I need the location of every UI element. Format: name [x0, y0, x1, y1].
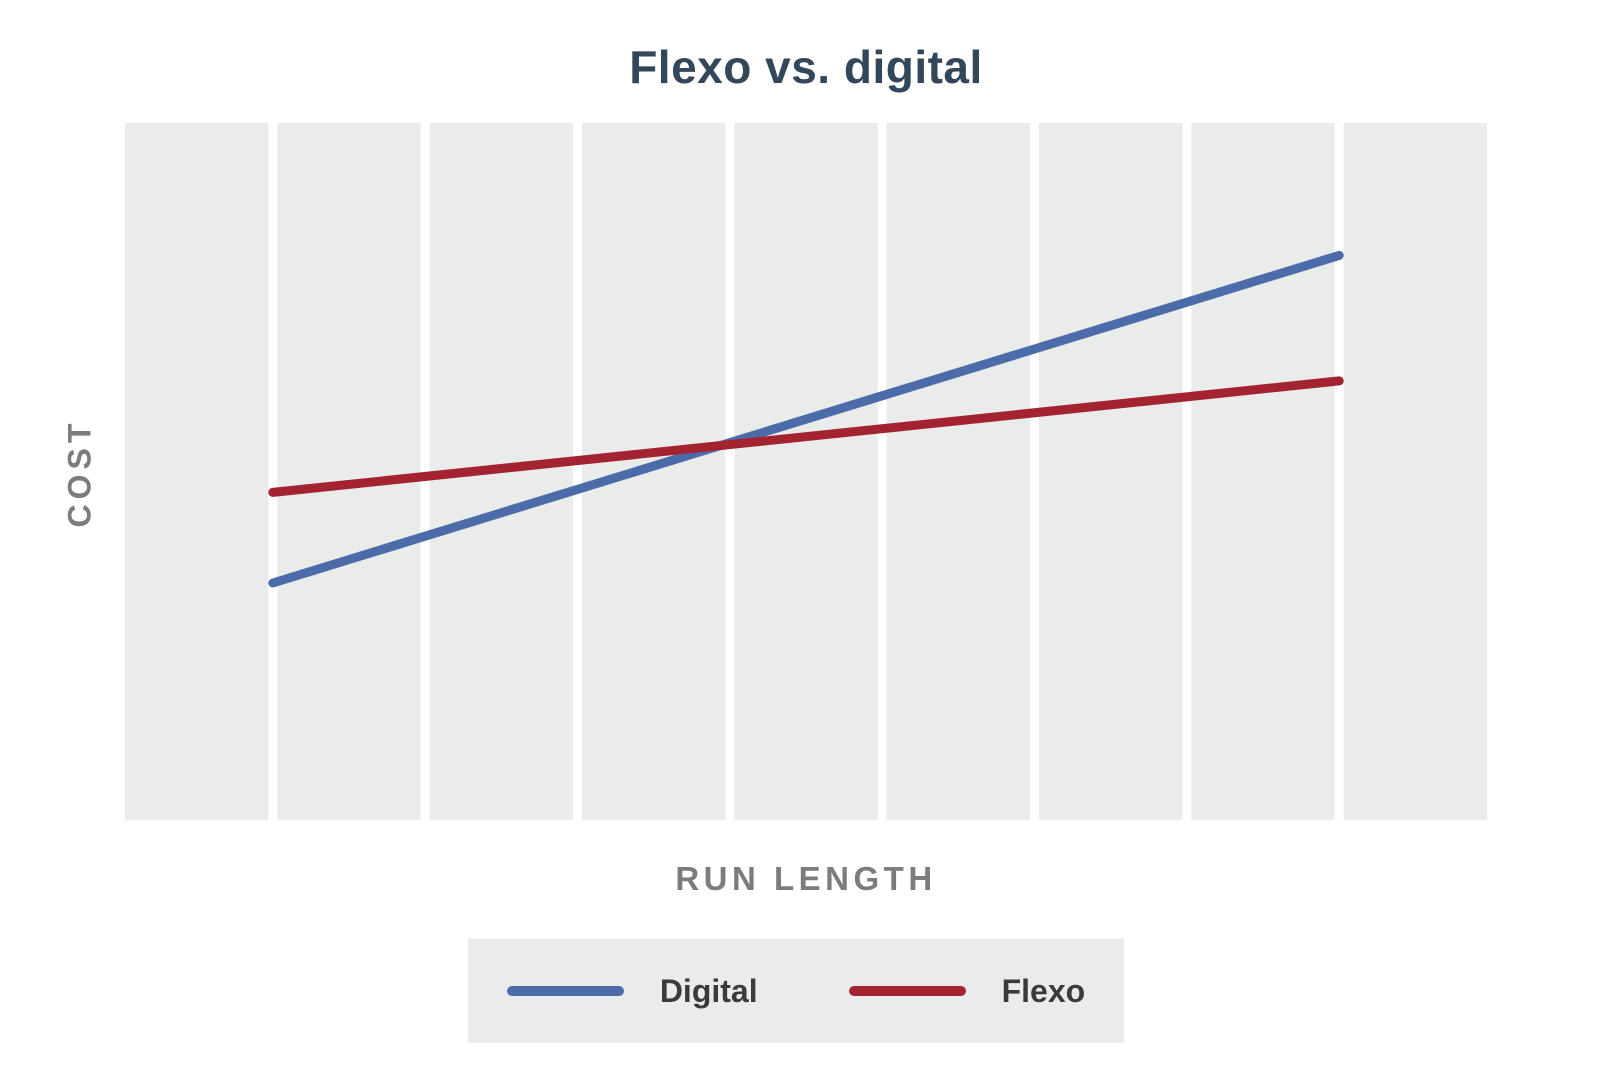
chart-title: Flexo vs. digital	[629, 41, 983, 93]
grid-band	[277, 123, 421, 820]
grid-band	[125, 123, 269, 820]
legend-item-digital: Digital	[506, 972, 758, 1010]
grid-band	[1343, 123, 1487, 820]
series-line-digital	[268, 250, 1344, 588]
series-line-flexo	[268, 376, 1344, 497]
grid-band	[1191, 123, 1335, 820]
grid-band	[734, 123, 878, 820]
legend-swatch-digital	[506, 986, 624, 996]
x-axis-label: RUN LENGTH	[675, 860, 937, 897]
grid-band	[582, 123, 726, 820]
y-axis-label: COST	[61, 418, 98, 528]
legend-label: Flexo	[1001, 972, 1086, 1009]
legend-item-flexo: Flexo	[848, 972, 1086, 1010]
legend-label: Digital	[659, 972, 758, 1009]
plot-area	[125, 123, 1487, 820]
legend-swatch-flexo	[848, 986, 966, 996]
legend: Digital Flexo	[468, 939, 1124, 1043]
grid-band	[886, 123, 1030, 820]
grid-band	[1039, 123, 1183, 820]
